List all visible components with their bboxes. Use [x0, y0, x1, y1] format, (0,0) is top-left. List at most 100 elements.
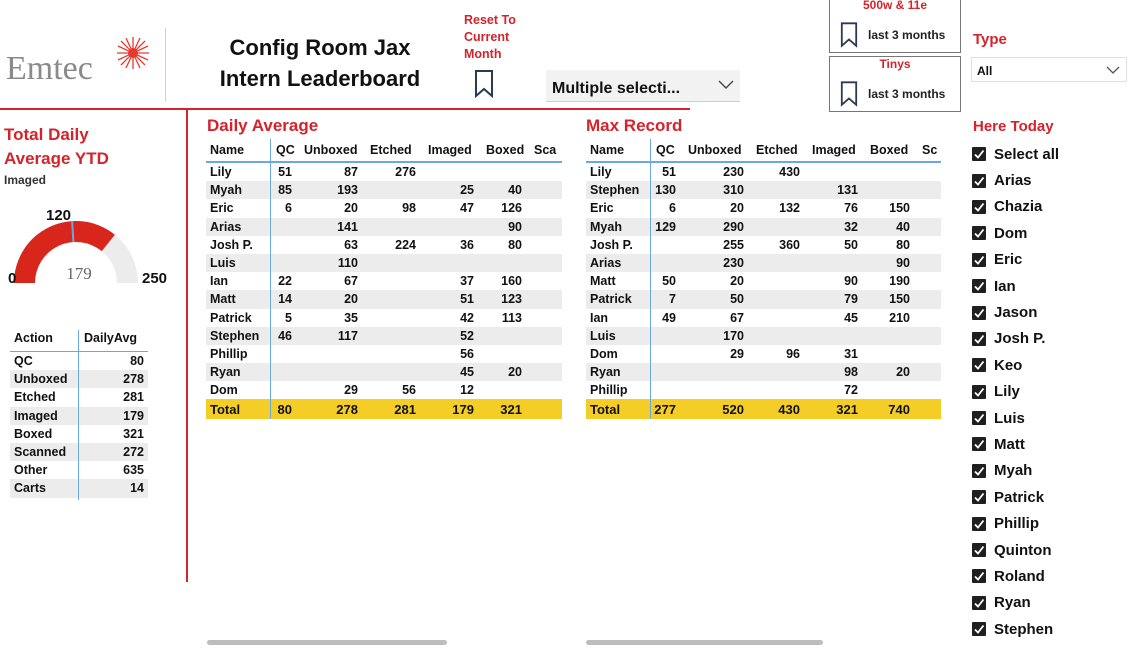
slicer-item[interactable]: Quinton — [972, 537, 1132, 563]
column-header[interactable]: Unboxed — [688, 143, 742, 157]
column-header[interactable]: Name — [210, 143, 245, 157]
max-record-scrollbar[interactable] — [586, 640, 823, 645]
type-filter-label: Type — [973, 31, 1007, 48]
table-row: Ian 49 67 45 210 — [586, 309, 941, 327]
value-cell: 46 — [278, 328, 292, 343]
checkbox-checked-icon[interactable] — [972, 411, 986, 426]
name-cell: Total — [590, 401, 621, 417]
value-cell: 40 — [896, 219, 910, 234]
table-row: Phillip 56 — [206, 345, 562, 363]
slicer-item[interactable]: Ian — [972, 273, 1132, 299]
slicer-item-label: Myah — [994, 462, 1033, 480]
value-cell: 160 — [501, 274, 522, 289]
value-cell: 310 — [723, 183, 744, 198]
name-cell: Myah — [210, 183, 242, 198]
checkbox-checked-icon[interactable] — [972, 173, 986, 188]
slicer-item[interactable]: Lily — [972, 379, 1132, 405]
checkbox-checked-icon[interactable] — [972, 490, 986, 505]
slicer-item[interactable]: Ryan — [972, 590, 1132, 616]
slicer-item[interactable]: Eric — [972, 247, 1132, 273]
bookmark-500w-11e-button[interactable]: 500w & 11e last 3 months — [829, 0, 961, 53]
value-cell: 80 — [277, 401, 292, 417]
table-row: Josh P. 63 224 36 80 — [206, 236, 562, 254]
checkbox-checked-icon[interactable] — [972, 226, 986, 241]
value-cell: 14 — [278, 292, 292, 307]
column-header[interactable]: Boxed — [870, 143, 909, 157]
checkbox-checked-icon[interactable] — [972, 252, 986, 267]
value-cell: 45 — [460, 365, 474, 380]
gauge-min: 0 — [8, 270, 17, 287]
daily-average-title: Daily Average — [207, 116, 319, 135]
value-cell: 12 — [460, 383, 474, 398]
value-cell: 6 — [669, 201, 676, 216]
checkbox-checked-icon[interactable] — [972, 279, 986, 294]
name-cell: Arias — [590, 256, 622, 271]
value-cell: 22 — [278, 274, 292, 289]
checkbox-checked-icon[interactable] — [972, 305, 986, 320]
checkbox-checked-icon[interactable] — [972, 437, 986, 452]
name-cell: Stephen — [210, 328, 260, 343]
value-cell: 20 — [508, 365, 522, 380]
name-cell: Lily — [590, 165, 612, 180]
column-header[interactable]: Etched — [370, 143, 412, 157]
slicer-item[interactable]: Jason — [972, 299, 1132, 325]
slicer-item[interactable]: Select all — [972, 141, 1132, 167]
name-cell: Patrick — [210, 310, 252, 325]
reset-bookmark-button[interactable] — [474, 70, 494, 98]
action-name: Scanned — [14, 445, 67, 460]
column-header[interactable]: QC — [276, 143, 295, 157]
column-header[interactable]: Boxed — [486, 143, 525, 157]
column-header[interactable]: Imaged — [428, 143, 472, 157]
checkbox-checked-icon[interactable] — [972, 463, 986, 478]
column-header[interactable]: Unboxed — [304, 143, 358, 157]
checkbox-checked-icon[interactable] — [972, 516, 986, 531]
slicer-item[interactable]: Roland — [972, 563, 1132, 589]
checkbox-checked-icon[interactable] — [972, 595, 986, 610]
bookmark-tinys-button[interactable]: Tinys last 3 months — [829, 56, 961, 112]
column-header[interactable]: DailyAvg — [84, 331, 138, 345]
slicer-item[interactable]: Phillip — [972, 510, 1132, 536]
slicer-item[interactable]: Luis — [972, 405, 1132, 431]
column-header[interactable]: Action — [14, 331, 53, 345]
slicer-item[interactable]: Josh P. — [972, 326, 1132, 352]
column-header[interactable]: Imaged — [812, 143, 856, 157]
checkbox-checked-icon[interactable] — [972, 622, 986, 637]
column-header[interactable]: Sc — [922, 143, 938, 157]
slicer-item[interactable]: Stephen — [972, 616, 1132, 642]
value-cell: 56 — [460, 346, 474, 361]
column-header[interactable]: QC — [656, 143, 675, 157]
checkbox-checked-icon[interactable] — [972, 331, 986, 346]
value-cell: 37 — [460, 274, 474, 289]
bookmark-icon — [840, 81, 858, 107]
checkbox-checked-icon[interactable] — [972, 569, 986, 584]
daily-average-scrollbar[interactable] — [207, 640, 447, 645]
checkbox-checked-icon[interactable] — [972, 358, 986, 373]
slicer-item-label: Phillip — [994, 515, 1039, 533]
slicer-item[interactable]: Keo — [972, 352, 1132, 378]
slicer-item[interactable]: Myah — [972, 458, 1132, 484]
slicer-item[interactable]: Patrick — [972, 484, 1132, 510]
slicer-item[interactable]: Chazia — [972, 194, 1132, 220]
value-cell: 230 — [723, 256, 744, 271]
column-header[interactable]: Etched — [756, 143, 798, 157]
value-cell: 51 — [460, 292, 474, 307]
chevron-down-icon — [718, 80, 734, 89]
slicer-item[interactable]: Arias — [972, 167, 1132, 193]
column-divider — [650, 139, 651, 420]
column-header[interactable]: Sca — [534, 143, 557, 157]
column-header[interactable]: Name — [590, 143, 625, 157]
slicer-item[interactable]: Matt — [972, 431, 1132, 457]
value-cell: 321 — [836, 401, 858, 417]
table-row: Stephen 130 310 131 — [586, 181, 941, 200]
table-row: Matt 50 20 90 190 — [586, 272, 941, 290]
slicer-item[interactable]: Dom — [972, 220, 1132, 246]
value-cell: 132 — [779, 201, 800, 216]
checkbox-checked-icon[interactable] — [972, 199, 986, 214]
value-cell: 96 — [786, 346, 800, 361]
checkbox-checked-icon[interactable] — [972, 384, 986, 399]
type-filter-dropdown[interactable]: All — [971, 57, 1127, 82]
date-filter-dropdown[interactable]: Multiple selecti... — [546, 70, 740, 102]
value-cell: 130 — [655, 183, 676, 198]
checkbox-checked-icon[interactable] — [972, 147, 986, 162]
checkbox-checked-icon[interactable] — [972, 543, 986, 558]
